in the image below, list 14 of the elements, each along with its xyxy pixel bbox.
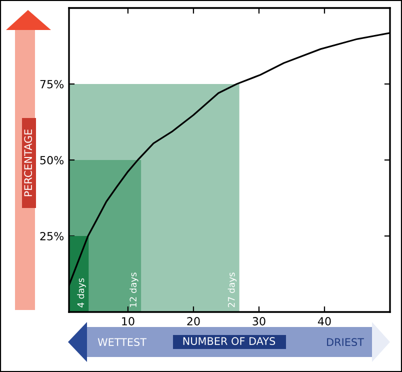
x-tick-label: 30 — [252, 317, 266, 326]
annotation: 12 days — [130, 272, 138, 307]
y-tick-label: 25% — [40, 232, 64, 240]
y-axis-title: PERCENTAGE — [24, 129, 32, 196]
x-tick-label: 20 — [187, 317, 200, 326]
x-tick-label: 10 — [122, 317, 134, 326]
y-tick-label: 75% — [40, 80, 64, 88]
text: DRIEST — [327, 338, 364, 346]
x-axis-title: NUMBER OF DAYS — [183, 337, 276, 346]
text: WETTEST — [98, 338, 147, 346]
annotation: 27 days — [228, 272, 237, 308]
x-tick-label: 40 — [318, 317, 331, 326]
y-tick-label: 50% — [40, 156, 64, 164]
annotation: 4 days — [77, 278, 86, 308]
